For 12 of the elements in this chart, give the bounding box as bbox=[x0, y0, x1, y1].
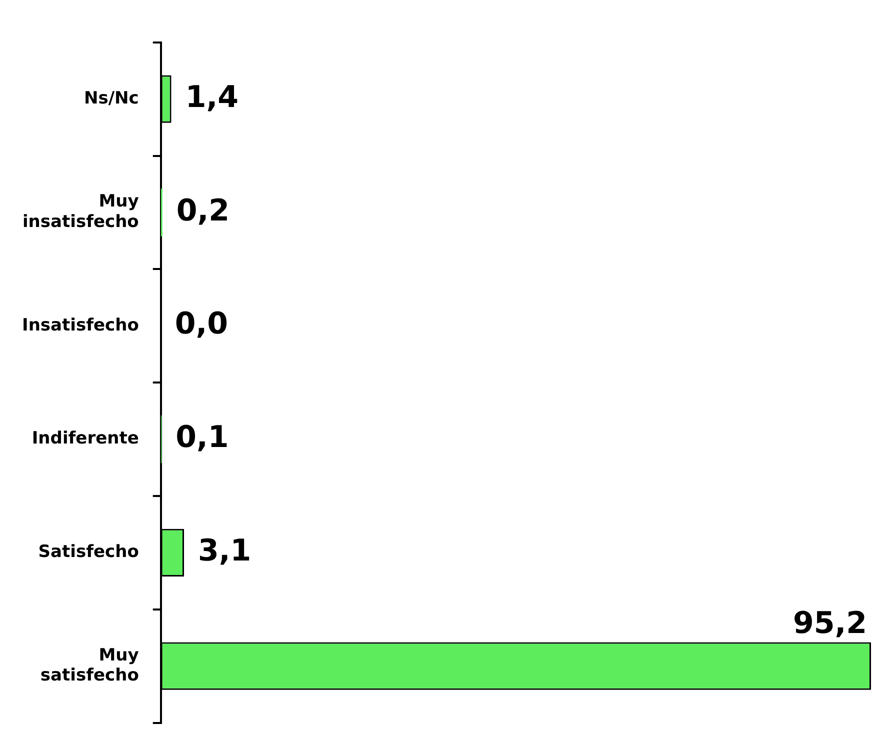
data-label: 0,1 bbox=[176, 420, 229, 456]
y-tick-label: Indiferente bbox=[32, 428, 139, 449]
data-label: 95,2 bbox=[792, 606, 867, 642]
data-label: 1,4 bbox=[185, 80, 238, 115]
data-label: 3,1 bbox=[198, 533, 252, 568]
y-tick-label: Muy insatisfecho bbox=[22, 192, 139, 232]
y-tick-label: Insatisfecho bbox=[22, 315, 139, 336]
y-tick-label: Ns/Nc bbox=[84, 88, 139, 109]
y-tick-label: Muy satisfecho bbox=[40, 645, 139, 686]
data-label: 0,2 bbox=[176, 193, 230, 228]
data-label: 0,0 bbox=[174, 306, 228, 342]
y-tick-label: Satisfecho bbox=[38, 542, 139, 562]
